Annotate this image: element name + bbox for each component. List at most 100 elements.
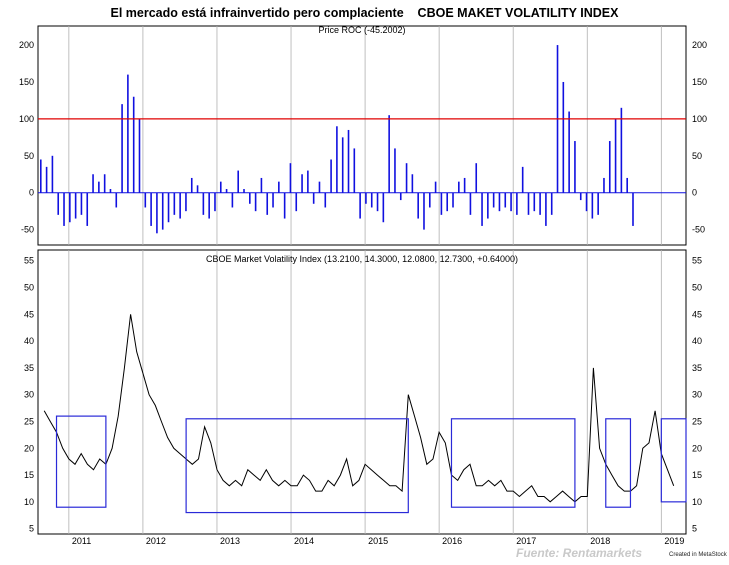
roc-bar bbox=[98, 181, 100, 193]
roc-bar bbox=[516, 192, 518, 215]
highlight-box-1 bbox=[55, 415, 107, 508]
roc-bar bbox=[103, 174, 106, 193]
roc-bar bbox=[394, 148, 396, 193]
roc-bar bbox=[365, 192, 367, 204]
roc-bar bbox=[487, 192, 489, 219]
roc-bar bbox=[202, 192, 205, 215]
roc-bar bbox=[185, 192, 187, 212]
vix-line bbox=[43, 314, 675, 503]
highlight-box-5 bbox=[660, 418, 687, 503]
roc-bar bbox=[498, 192, 501, 212]
roc-bar bbox=[307, 170, 309, 193]
volatility-line-series bbox=[43, 314, 675, 503]
roc-bar-series bbox=[40, 45, 634, 234]
roc-bar bbox=[533, 192, 536, 212]
roc-bar bbox=[504, 192, 507, 208]
roc-bar bbox=[382, 192, 385, 223]
roc-bar bbox=[510, 192, 512, 212]
highlight-boxes bbox=[55, 415, 687, 514]
roc-bar bbox=[243, 189, 245, 193]
roc-bar bbox=[370, 192, 373, 208]
credit-note: Created in MetaStock bbox=[669, 552, 727, 558]
roc-bar bbox=[237, 170, 239, 193]
roc-bar bbox=[568, 111, 570, 193]
vix-y-tick-left: 50 bbox=[24, 283, 34, 293]
roc-bar bbox=[127, 74, 129, 193]
roc-y-tick-right: 0 bbox=[692, 188, 697, 198]
roc-bar bbox=[324, 192, 327, 208]
roc-bar bbox=[272, 192, 274, 208]
roc-bar bbox=[144, 192, 147, 208]
highlight-box-4 bbox=[605, 418, 632, 508]
roc-bar bbox=[330, 159, 332, 193]
roc-y-tick-right: 150 bbox=[692, 77, 707, 87]
vix-y-tick-left: 20 bbox=[24, 443, 34, 453]
roc-bar bbox=[295, 192, 298, 212]
roc-bar bbox=[74, 192, 77, 219]
vix-y-tick-right: 20 bbox=[692, 443, 702, 453]
roc-bar bbox=[161, 192, 164, 230]
roc-bar bbox=[190, 177, 193, 193]
vix-y-tick-left: 55 bbox=[24, 256, 34, 266]
roc-bar bbox=[359, 192, 361, 219]
roc-y-tick-left: 0 bbox=[29, 188, 34, 198]
roc-bar bbox=[545, 192, 547, 226]
roc-bar bbox=[550, 192, 553, 215]
roc-bar bbox=[458, 181, 460, 193]
roc-bar bbox=[231, 192, 234, 208]
chart-frames bbox=[37, 25, 687, 535]
roc-y-tick-right: 100 bbox=[692, 114, 707, 124]
roc-panel-frame bbox=[37, 25, 687, 246]
highlight-box-3 bbox=[450, 418, 576, 508]
roc-bar bbox=[469, 192, 472, 215]
roc-y-tick-left: 200 bbox=[19, 40, 34, 50]
roc-bar bbox=[463, 177, 466, 193]
roc-bar bbox=[254, 192, 257, 212]
roc-bar bbox=[434, 181, 437, 193]
roc-bar bbox=[399, 192, 402, 201]
roc-bar bbox=[289, 163, 292, 193]
roc-bar bbox=[214, 192, 216, 212]
vix-y-tick-right: 25 bbox=[692, 416, 702, 426]
roc-bar bbox=[388, 115, 390, 193]
vix-y-tick-right: 30 bbox=[692, 390, 702, 400]
roc-bar bbox=[336, 126, 338, 193]
year-gridlines bbox=[68, 26, 662, 534]
roc-bar bbox=[597, 192, 599, 215]
x-tick-label-2018: 2018 bbox=[590, 536, 610, 546]
roc-bar bbox=[301, 174, 303, 193]
roc-bar bbox=[353, 148, 356, 193]
roc-bar bbox=[608, 141, 611, 193]
page-title: El mercado está infrainvertido pero comp… bbox=[110, 6, 619, 20]
vix-y-tick-left: 45 bbox=[24, 309, 34, 319]
roc-bar bbox=[40, 159, 42, 193]
roc-bar bbox=[115, 192, 118, 208]
vix-y-tick-right: 50 bbox=[692, 283, 702, 293]
roc-bar bbox=[603, 177, 605, 193]
roc-bar bbox=[632, 192, 634, 226]
roc-bar bbox=[318, 181, 321, 193]
roc-bar bbox=[92, 174, 94, 193]
roc-bar bbox=[376, 192, 379, 212]
roc-bar bbox=[411, 174, 414, 193]
roc-bar bbox=[579, 192, 582, 201]
x-tick-label-2011: 2011 bbox=[72, 536, 91, 546]
roc-y-tick-left: -50 bbox=[21, 225, 34, 235]
roc-bar bbox=[132, 96, 135, 193]
x-tick-label-2014: 2014 bbox=[294, 536, 314, 546]
highlight-box-2 bbox=[185, 418, 409, 514]
roc-bar bbox=[312, 192, 315, 204]
roc-bar bbox=[167, 192, 170, 223]
roc-bar bbox=[423, 192, 425, 230]
roc-bar bbox=[45, 166, 48, 193]
vix-y-tick-left: 15 bbox=[24, 470, 34, 480]
roc-bar bbox=[626, 177, 628, 193]
x-tick-label-2016: 2016 bbox=[442, 536, 462, 546]
x-tick-label-2012: 2012 bbox=[146, 536, 166, 546]
roc-bar bbox=[266, 192, 269, 215]
roc-bar bbox=[527, 192, 530, 215]
roc-bar bbox=[80, 192, 83, 215]
roc-bar bbox=[405, 163, 408, 193]
roc-bar bbox=[196, 185, 199, 193]
roc-bar bbox=[225, 189, 228, 193]
